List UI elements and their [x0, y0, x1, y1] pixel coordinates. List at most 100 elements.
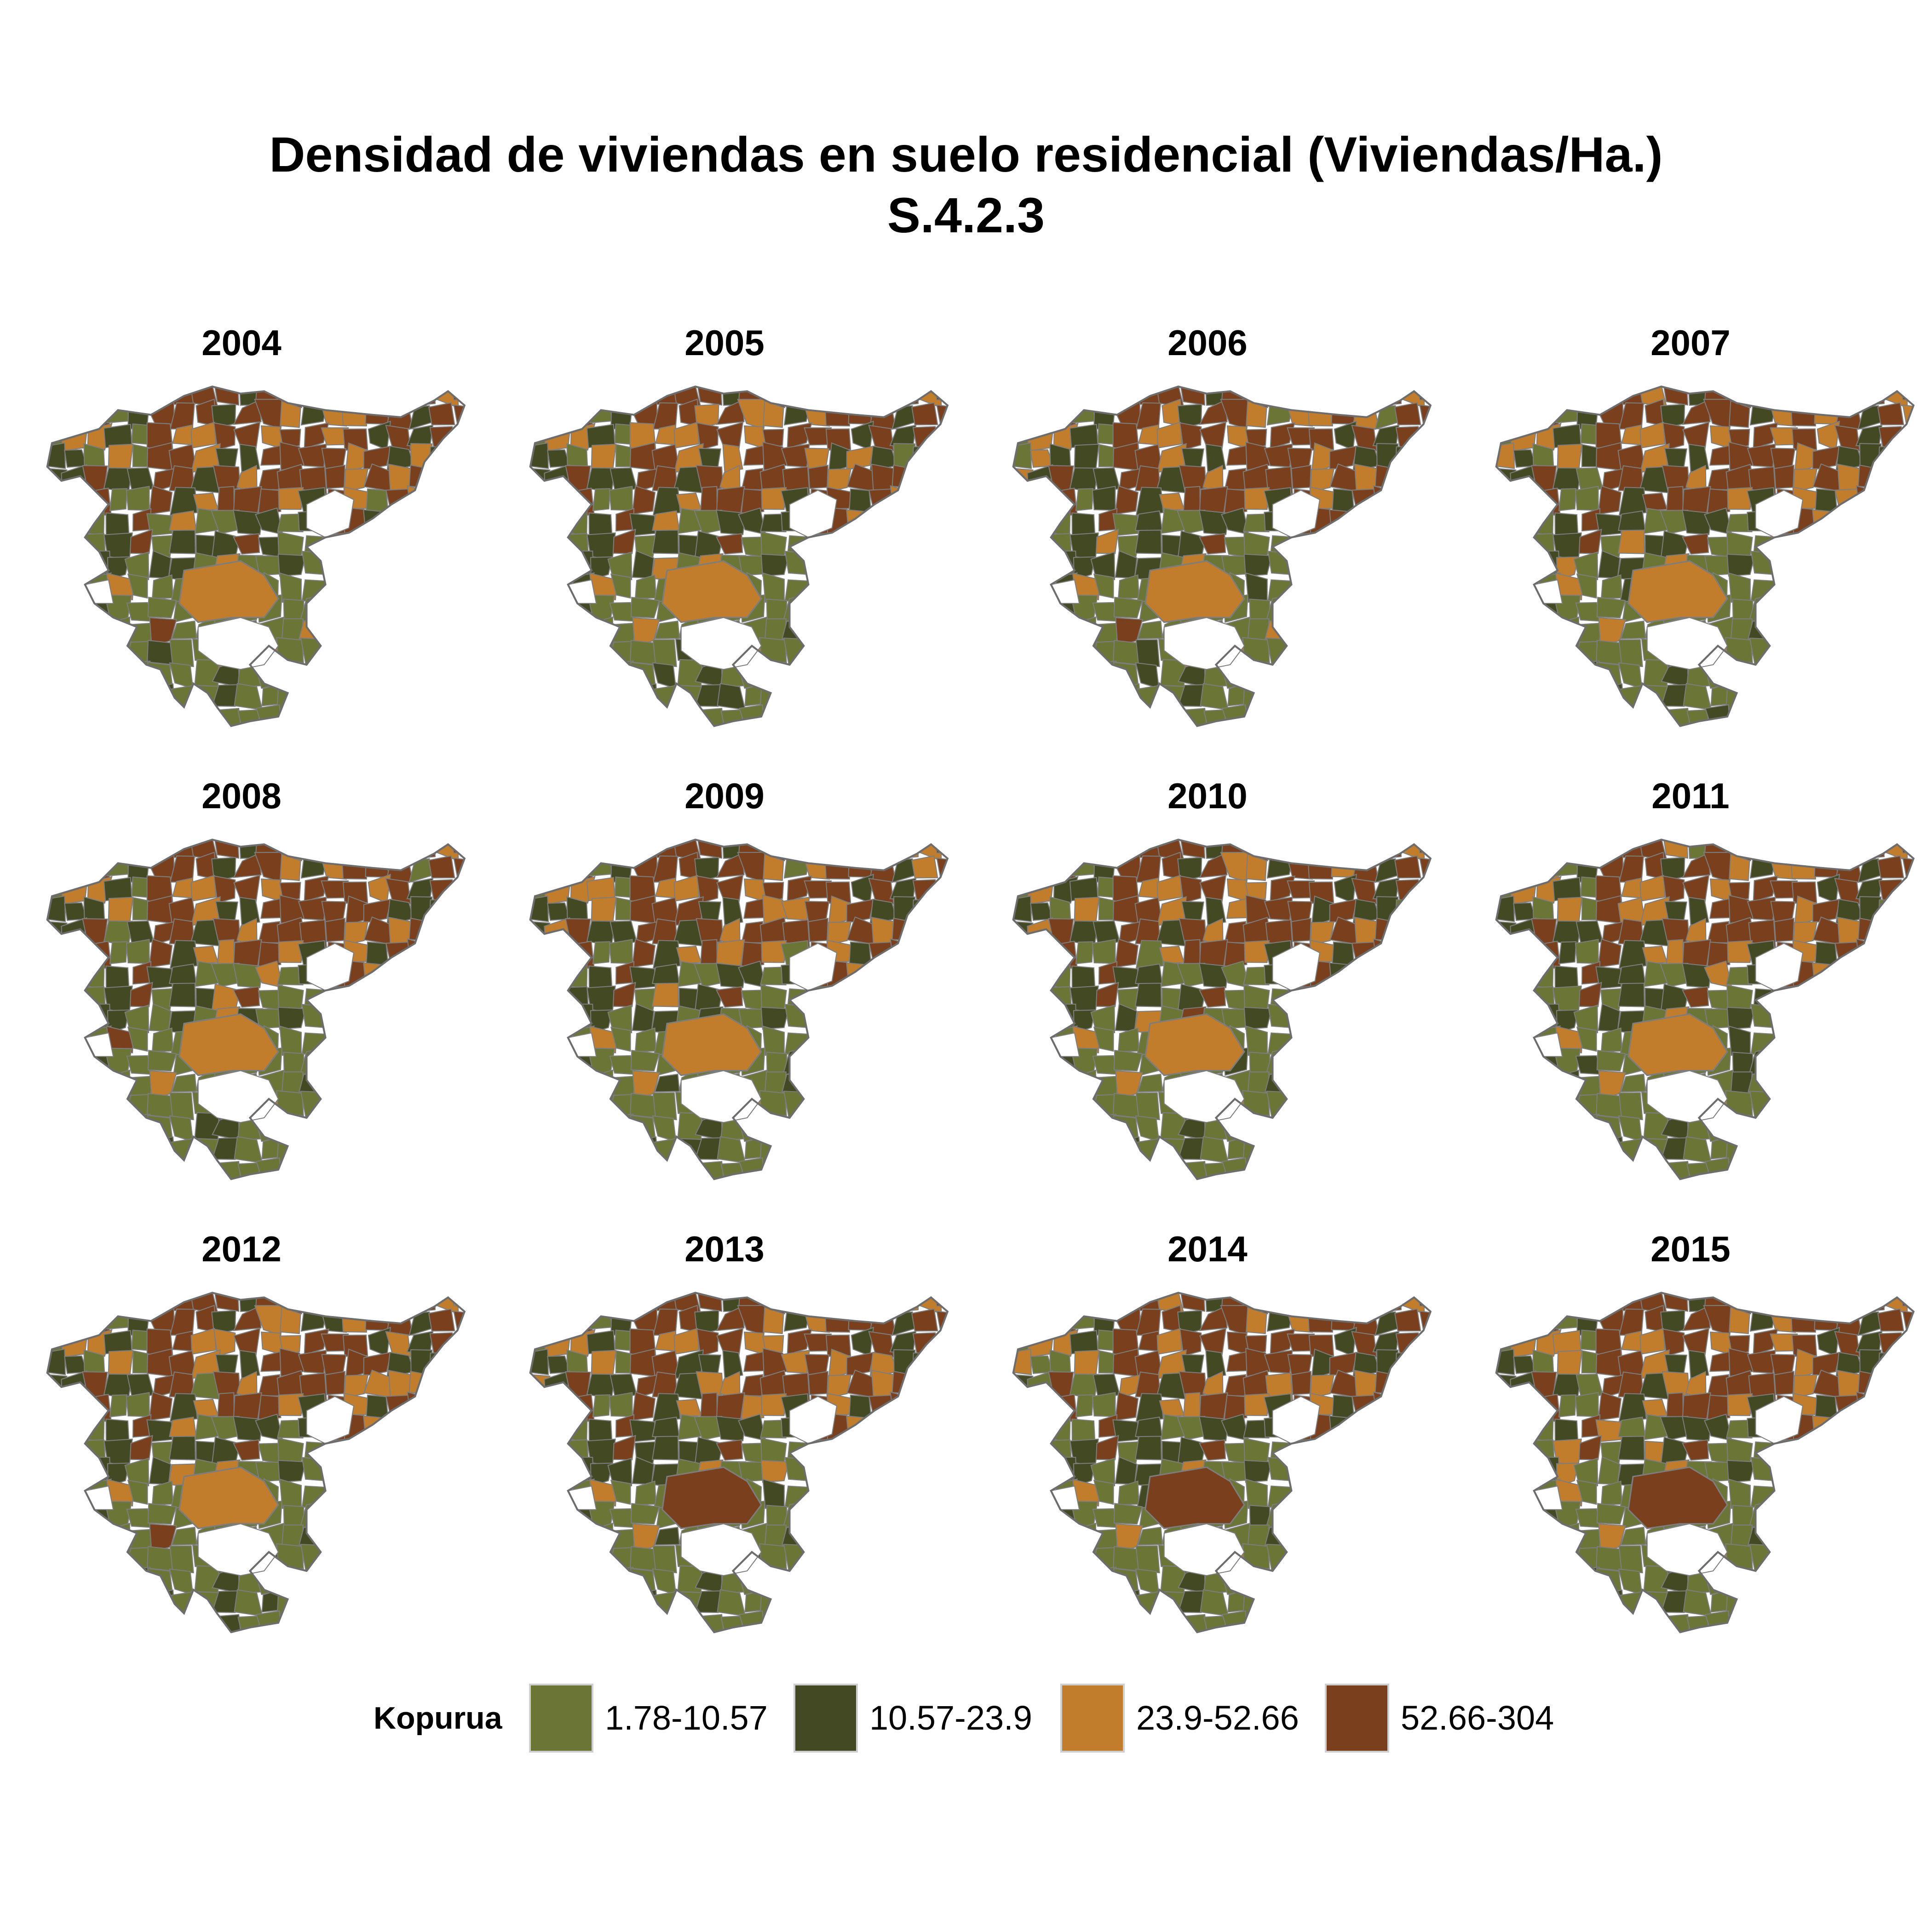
municipality: [716, 852, 745, 878]
municipality: [868, 1659, 891, 1665]
municipality: [1416, 1073, 1431, 1098]
municipality: [1857, 1587, 1885, 1618]
municipality: [530, 853, 549, 881]
municipality: [428, 1071, 457, 1100]
municipality: [1816, 1547, 1843, 1572]
municipality: [1394, 1308, 1421, 1332]
municipality: [530, 1438, 549, 1464]
municipality: [829, 1589, 852, 1618]
municipality: [1269, 1635, 1291, 1656]
municipality: [1026, 1545, 1056, 1571]
municipality: [589, 616, 614, 646]
municipality: [1013, 442, 1032, 469]
municipality: [530, 895, 549, 922]
municipality: [543, 486, 571, 517]
municipality: [1288, 1071, 1314, 1098]
municipality: [1026, 639, 1056, 665]
municipality: [1440, 966, 1464, 986]
municipality: [804, 663, 831, 690]
municipality: [1728, 1567, 1754, 1589]
municipality: [500, 1610, 520, 1635]
municipality: [937, 1500, 948, 1530]
municipality: [1925, 1374, 1932, 1395]
municipality: [954, 618, 982, 644]
municipality: [530, 1588, 550, 1617]
municipality: [827, 555, 855, 576]
municipality: [1355, 1522, 1379, 1549]
municipality: [896, 724, 920, 726]
municipality: [679, 731, 703, 753]
municipality: [1051, 1293, 1076, 1314]
municipality: [1878, 664, 1908, 684]
municipality: [868, 753, 891, 759]
municipality: [1820, 748, 1840, 759]
municipality: [406, 1003, 433, 1032]
municipality: [365, 988, 394, 1009]
municipality: [103, 1138, 129, 1165]
municipality: [1374, 1656, 1396, 1665]
municipality: [1202, 1184, 1226, 1203]
municipality: [933, 1459, 948, 1485]
municipality: [1833, 1610, 1862, 1633]
municipality: [1397, 1048, 1422, 1075]
municipality: [1156, 874, 1182, 902]
municipality: [1095, 748, 1116, 759]
municipality: [717, 1136, 746, 1164]
municipality: [933, 1614, 948, 1633]
municipality: [1598, 683, 1624, 707]
municipality: [889, 1093, 916, 1117]
municipality: [1072, 1523, 1097, 1552]
municipality: [1417, 659, 1431, 688]
municipality: [781, 1114, 809, 1143]
municipality: [47, 1438, 66, 1464]
municipality: [1923, 966, 1932, 986]
map-hole: [1272, 489, 1321, 538]
municipality: [1535, 705, 1556, 726]
municipality: [893, 1418, 919, 1440]
municipality: [1797, 1053, 1822, 1075]
municipality: [1858, 1115, 1885, 1142]
municipality: [1013, 1306, 1032, 1334]
municipality: [979, 1462, 1003, 1486]
municipality: [808, 465, 829, 489]
municipality: [59, 1415, 88, 1443]
municipality: [1747, 1137, 1778, 1163]
municipality: [38, 1184, 68, 1207]
municipality: [1811, 1070, 1840, 1095]
municipality: [365, 661, 393, 688]
municipality: [1134, 529, 1162, 554]
municipality: [848, 988, 877, 1009]
municipality: [912, 1480, 938, 1507]
municipality: [344, 1094, 369, 1121]
municipality: [1463, 901, 1486, 922]
municipality: [1816, 1093, 1843, 1119]
municipality: [127, 1026, 148, 1052]
municipality: [1814, 1177, 1839, 1179]
municipality: [1311, 1633, 1337, 1659]
municipality: [869, 840, 893, 860]
municipality: [1223, 1177, 1246, 1179]
municipality: [530, 664, 547, 687]
municipality: [1882, 730, 1904, 753]
municipality: [1681, 1415, 1713, 1442]
municipality: [978, 1184, 1003, 1208]
municipality: [1925, 1092, 1932, 1118]
municipality: [786, 1293, 809, 1312]
municipality: [1792, 1565, 1822, 1595]
municipality: [543, 1612, 573, 1633]
municipality: [958, 1394, 983, 1419]
municipality: [1374, 1587, 1402, 1618]
municipality: [40, 748, 67, 759]
municipality: [1138, 746, 1164, 759]
municipality: [1461, 855, 1486, 878]
municipality: [474, 966, 498, 986]
municipality: [1600, 574, 1623, 599]
municipality: [1877, 402, 1904, 426]
municipality: [1287, 1293, 1317, 1314]
municipality: [1182, 1657, 1207, 1665]
municipality: [891, 750, 913, 759]
municipality: [717, 1589, 746, 1617]
central-municipality: [178, 1466, 279, 1530]
municipality: [1351, 1501, 1382, 1530]
municipality: [1662, 840, 1689, 859]
